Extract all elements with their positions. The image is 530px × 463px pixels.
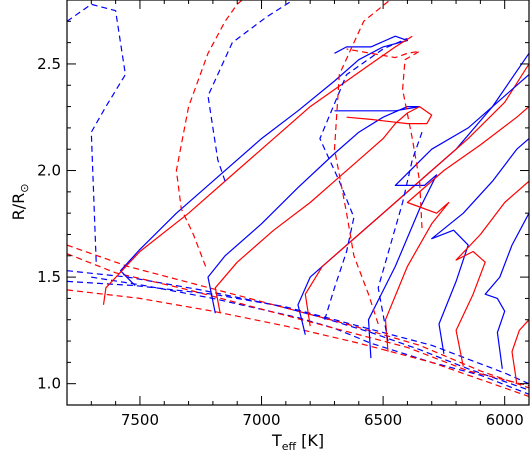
- track-red-dashed-21: [175, 0, 243, 267]
- y-axis-label-main: R/R: [9, 193, 28, 221]
- track-blue-solid-16: [484, 212, 529, 369]
- x-tick-label: 6000: [486, 411, 524, 429]
- x-axis-label: Teff [K]: [271, 431, 324, 453]
- x-axis-label-unit: [K]: [301, 431, 324, 450]
- track-red-dashed-4: [67, 244, 529, 389]
- track-red-solid-17: [511, 319, 529, 384]
- tick-layer: [66, 0, 530, 406]
- track-blue-dashed-24: [377, 132, 423, 342]
- track-red-solid-13: [384, 106, 529, 352]
- track-blue-dashed-18: [67, 3, 127, 263]
- x-axis-label-main: T: [271, 431, 282, 450]
- tick-label-layer: 7500 7000 6500 6000 1.0 1.5 2.0 2.5: [37, 55, 524, 429]
- track-red-dashed-23: [346, 48, 423, 229]
- x-tick-label: 6500: [364, 411, 402, 429]
- x-axis-label-subscript: eff: [282, 440, 297, 453]
- track-red-solid-7: [102, 35, 413, 305]
- y-axis-label: R/R⊙: [9, 184, 31, 221]
- track-red-solid-15: [455, 180, 529, 367]
- track-blue-dashed-20: [319, 37, 408, 320]
- track-blue-solid-6: [119, 35, 408, 287]
- y-tick-label: 1.0: [37, 375, 61, 393]
- y-axis-label-sun-symbol: ⊙: [18, 184, 31, 193]
- track-blue-solid-8: [207, 105, 421, 314]
- track-red-dashed-22: [333, 0, 391, 325]
- track-blue-solid-14: [431, 138, 529, 354]
- track-blue-solid-12: [367, 74, 529, 359]
- track-red-dashed-5: [67, 253, 529, 387]
- track-red-dashed-3: [67, 289, 529, 398]
- y-tick-label: 2.0: [37, 162, 61, 180]
- x-tick-label: 7500: [121, 411, 159, 429]
- track-red-solid-9: [214, 105, 433, 314]
- track-blue-dashed-1: [67, 270, 529, 391]
- track-blue-solid-10: [297, 52, 529, 335]
- plot-frame: [66, 0, 530, 406]
- track-blue-dashed-19: [207, 0, 315, 182]
- series-layer: [67, 0, 529, 398]
- x-tick-label: 7000: [242, 411, 280, 429]
- track-blue-dashed-2: [67, 280, 529, 385]
- track-red-solid-11: [304, 63, 529, 327]
- y-tick-label: 2.5: [37, 55, 61, 73]
- y-tick-label: 1.5: [37, 268, 61, 286]
- track-blue-dashed-0: [91, 276, 529, 395]
